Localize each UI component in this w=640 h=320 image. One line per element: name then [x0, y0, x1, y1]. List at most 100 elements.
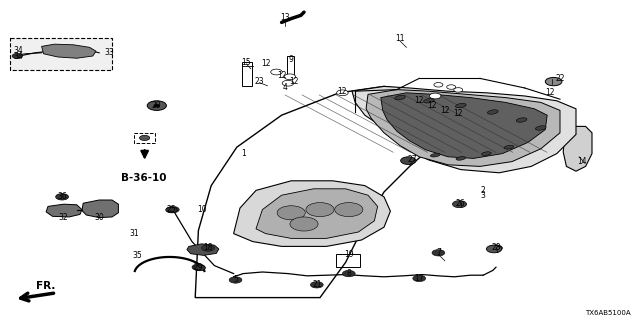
Text: 33: 33: [104, 48, 114, 57]
Circle shape: [335, 203, 363, 217]
Text: 27: 27: [408, 156, 418, 164]
Text: 12: 12: [453, 109, 462, 118]
Circle shape: [290, 217, 318, 231]
Polygon shape: [42, 44, 96, 58]
Text: 15: 15: [241, 58, 252, 67]
Text: 8: 8: [346, 269, 351, 278]
Circle shape: [147, 101, 166, 110]
Circle shape: [194, 265, 205, 271]
Ellipse shape: [516, 118, 527, 122]
Polygon shape: [234, 181, 390, 246]
Text: 20: 20: [152, 101, 162, 110]
Text: 1: 1: [241, 149, 246, 158]
Polygon shape: [46, 204, 82, 217]
Ellipse shape: [536, 126, 546, 130]
Text: 30: 30: [94, 213, 104, 222]
Text: 12: 12: [440, 106, 449, 115]
Circle shape: [166, 207, 177, 213]
Circle shape: [282, 80, 294, 86]
Text: 12: 12: [277, 71, 286, 80]
Circle shape: [166, 206, 179, 213]
Ellipse shape: [504, 145, 514, 149]
Text: 34: 34: [13, 46, 23, 55]
Bar: [134, 133, 155, 143]
Circle shape: [12, 53, 22, 59]
Bar: [287, 56, 294, 75]
Text: 34: 34: [13, 52, 23, 61]
Polygon shape: [366, 90, 560, 166]
Circle shape: [490, 245, 502, 251]
Circle shape: [454, 88, 463, 92]
Polygon shape: [195, 86, 442, 298]
Circle shape: [192, 264, 205, 270]
Circle shape: [452, 201, 467, 208]
Text: TX6AB5100A: TX6AB5100A: [585, 310, 630, 316]
Polygon shape: [187, 244, 219, 255]
Text: 18: 18: [204, 244, 212, 252]
Bar: [242, 62, 252, 86]
Text: 26: 26: [456, 199, 466, 208]
Circle shape: [486, 245, 502, 253]
Circle shape: [306, 203, 334, 217]
Ellipse shape: [424, 99, 434, 103]
Circle shape: [413, 275, 426, 282]
Text: 32: 32: [58, 213, 68, 222]
Polygon shape: [256, 189, 378, 238]
Circle shape: [310, 282, 323, 288]
Text: 13: 13: [280, 13, 290, 22]
Circle shape: [429, 93, 441, 99]
Text: 23: 23: [254, 77, 264, 86]
Text: 12: 12: [428, 101, 436, 110]
Text: 9: 9: [289, 55, 294, 64]
Text: 11: 11: [396, 34, 404, 43]
Text: 36: 36: [57, 192, 67, 201]
Text: 22: 22: [556, 74, 564, 83]
Circle shape: [229, 277, 242, 283]
Text: 4: 4: [282, 84, 287, 92]
Text: 12: 12: [261, 60, 270, 68]
Ellipse shape: [488, 110, 498, 114]
Circle shape: [154, 104, 160, 107]
Ellipse shape: [430, 153, 440, 157]
Text: 3: 3: [481, 191, 486, 200]
Bar: [336, 254, 360, 267]
Text: 21: 21: [312, 280, 321, 289]
Circle shape: [545, 77, 562, 86]
Text: B-36-10: B-36-10: [121, 173, 167, 183]
Text: 10: 10: [196, 205, 207, 214]
Text: 14: 14: [577, 157, 588, 166]
Text: 2: 2: [481, 186, 486, 195]
Ellipse shape: [395, 95, 405, 100]
Text: 12: 12: [415, 96, 424, 105]
Ellipse shape: [481, 152, 492, 156]
Circle shape: [271, 69, 282, 75]
Text: 29: 29: [193, 263, 204, 272]
Text: 12: 12: [290, 77, 299, 86]
Text: 5: 5: [233, 276, 238, 284]
Polygon shape: [82, 200, 118, 218]
Ellipse shape: [456, 156, 466, 160]
Text: 28: 28: [492, 244, 500, 252]
Circle shape: [401, 157, 416, 164]
Text: FR.: FR.: [36, 281, 55, 291]
Text: 17: 17: [414, 274, 424, 283]
Text: 19: 19: [344, 250, 354, 259]
Text: 35: 35: [132, 252, 143, 260]
Circle shape: [432, 250, 445, 256]
Circle shape: [140, 135, 150, 140]
Circle shape: [56, 194, 68, 200]
Text: 25: 25: [166, 205, 177, 214]
Polygon shape: [563, 126, 592, 171]
Text: 31: 31: [129, 229, 140, 238]
Circle shape: [337, 90, 348, 96]
Polygon shape: [381, 93, 547, 158]
Circle shape: [202, 245, 214, 251]
Text: 7: 7: [436, 248, 441, 257]
Text: 12: 12: [338, 87, 347, 96]
Bar: [10, 38, 112, 70]
Circle shape: [434, 83, 443, 87]
Circle shape: [277, 206, 305, 220]
Circle shape: [284, 74, 296, 80]
Text: 12: 12: [546, 88, 555, 97]
Polygon shape: [352, 86, 576, 173]
